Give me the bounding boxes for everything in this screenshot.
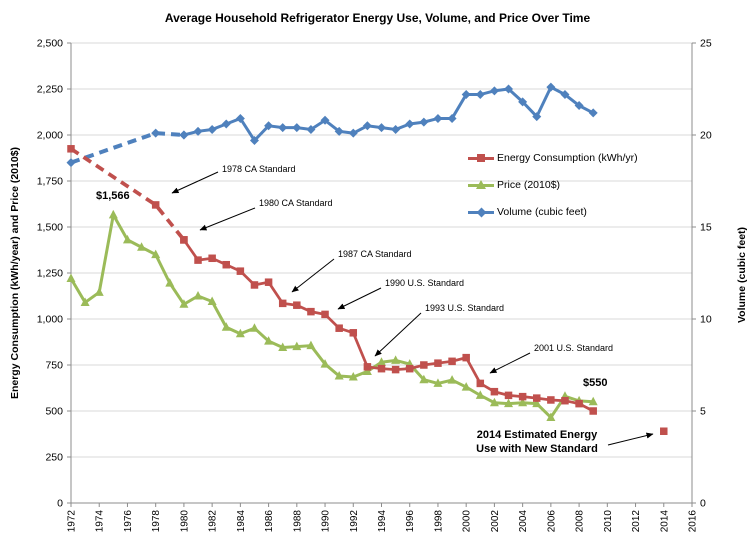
- svg-text:250: 250: [45, 452, 63, 464]
- svg-text:2,250: 2,250: [37, 84, 63, 96]
- svg-text:2016: 2016: [688, 510, 699, 533]
- y-left-axis-label: Energy Consumption (kWh/year) and Price …: [9, 146, 21, 400]
- svg-text:1993 U.S. Standard: 1993 U.S. Standard: [425, 303, 504, 313]
- svg-text:5: 5: [700, 406, 706, 418]
- svg-text:1990 U.S. Standard: 1990 U.S. Standard: [385, 278, 464, 288]
- svg-text:1980 CA Standard: 1980 CA Standard: [259, 198, 333, 208]
- svg-text:750: 750: [45, 360, 63, 372]
- legend-item-price: Price (2010$): [468, 171, 638, 198]
- svg-text:1990: 1990: [321, 510, 332, 533]
- y-axis-left-labels: 2,500 2,250 2,000 1,750 1,500 1,250 1,000 750 50…: [37, 38, 71, 510]
- annotations: 1978 CA Standard 1980 CA Standard 1987 CA …: [96, 164, 654, 455]
- svg-text:1994: 1994: [377, 510, 388, 533]
- svg-text:1,750: 1,750: [37, 176, 63, 188]
- svg-text:20: 20: [700, 130, 712, 142]
- svg-text:2002: 2002: [490, 510, 501, 533]
- series-price: [66, 209, 598, 421]
- svg-text:2014 Estimated Energy: 2014 Estimated Energy: [477, 429, 598, 441]
- svg-text:2008: 2008: [575, 510, 586, 533]
- chart-legend: Energy Consumption (kWh/yr) Price (2010$…: [468, 144, 638, 225]
- y-axis-right-labels: 25 20 15 10 5 0: [692, 38, 712, 510]
- svg-text:0: 0: [57, 498, 63, 510]
- svg-text:1972: 1972: [67, 510, 78, 533]
- legend-label-price: Price (2010$): [497, 178, 561, 191]
- svg-text:15: 15: [700, 222, 712, 234]
- legend-item-energy: Energy Consumption (kWh/yr): [468, 144, 638, 171]
- svg-text:$1,566: $1,566: [96, 190, 130, 202]
- chart-title: Average Household Refrigerator Energy Us…: [164, 11, 591, 25]
- svg-text:2012: 2012: [631, 510, 642, 533]
- series-energy: [67, 145, 668, 435]
- svg-text:1986: 1986: [264, 510, 275, 533]
- svg-text:1978: 1978: [151, 510, 162, 533]
- svg-text:0: 0: [700, 498, 706, 510]
- svg-text:Use with New Standard: Use with New Standard: [476, 443, 598, 455]
- svg-text:2,000: 2,000: [37, 130, 63, 142]
- svg-text:2001 U.S. Standard: 2001 U.S. Standard: [534, 343, 613, 353]
- svg-text:1984: 1984: [236, 510, 247, 533]
- svg-text:2006: 2006: [546, 510, 557, 533]
- energy-series-marker-icon: [468, 152, 494, 164]
- legend-label-volume: Volume (cubic feet): [497, 205, 587, 218]
- svg-text:1987 CA Standard: 1987 CA Standard: [338, 249, 412, 259]
- legend-label-energy: Energy Consumption (kWh/yr): [497, 151, 638, 164]
- svg-text:1,500: 1,500: [37, 222, 63, 234]
- x-axis-labels: 1972 1974 1976 1978 1980 1982 1984 1986 1988 1990…: [67, 503, 699, 532]
- svg-text:2010: 2010: [603, 510, 614, 533]
- svg-text:1,000: 1,000: [37, 314, 63, 326]
- svg-text:2004: 2004: [518, 510, 529, 533]
- svg-text:1992: 1992: [349, 510, 360, 533]
- svg-text:500: 500: [45, 406, 63, 418]
- svg-text:2,500: 2,500: [37, 38, 63, 50]
- svg-text:1996: 1996: [405, 510, 416, 533]
- svg-text:10: 10: [700, 314, 712, 326]
- price-series-marker-icon: [468, 179, 494, 191]
- svg-text:$550: $550: [583, 377, 607, 389]
- svg-text:1976: 1976: [123, 510, 134, 533]
- series-volume: [66, 82, 598, 168]
- legend-item-volume: Volume (cubic feet): [468, 198, 638, 225]
- y-right-axis-label: Volume (cubic feet): [736, 226, 748, 324]
- svg-text:2000: 2000: [462, 510, 473, 533]
- svg-text:1974: 1974: [95, 510, 106, 533]
- svg-text:1978 CA Standard: 1978 CA Standard: [222, 164, 296, 174]
- svg-text:1988: 1988: [292, 510, 303, 533]
- svg-text:1,250: 1,250: [37, 268, 63, 280]
- svg-text:1982: 1982: [208, 510, 219, 533]
- volume-series-marker-icon: [468, 206, 494, 218]
- svg-text:1980: 1980: [179, 510, 190, 533]
- svg-text:2014: 2014: [659, 510, 670, 533]
- svg-text:1998: 1998: [433, 510, 444, 533]
- svg-text:25: 25: [700, 38, 712, 50]
